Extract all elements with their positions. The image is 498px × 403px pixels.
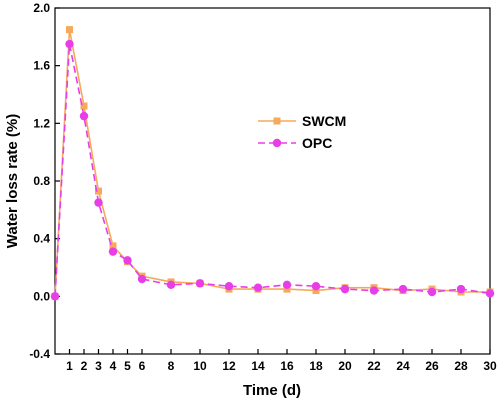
data-point: [95, 187, 102, 195]
x-tick-label: 10: [193, 359, 207, 373]
x-tick-label: 20: [338, 359, 352, 373]
data-point: [283, 285, 291, 293]
x-tick-label: 4: [110, 359, 117, 373]
data-point: [195, 279, 205, 288]
data-point: [66, 26, 73, 34]
x-tick-label: 12: [222, 359, 236, 373]
data-point: [485, 289, 495, 298]
x-tick-label: 16: [280, 359, 294, 373]
legend-label: SWCM: [302, 113, 346, 129]
data-point: [369, 286, 379, 295]
x-tick-label: 26: [425, 359, 439, 373]
x-tick-label: 18: [309, 359, 323, 373]
x-axis-title: Time (d): [243, 382, 301, 399]
y-tick-label: 0.0: [33, 289, 50, 303]
data-point: [456, 284, 466, 294]
data-point: [282, 280, 292, 289]
data-point: [312, 287, 320, 295]
data-point: [224, 282, 234, 291]
data-point: [123, 256, 132, 265]
y-tick-label: -0.4: [29, 347, 50, 361]
legend: SWCM OPC: [258, 113, 346, 151]
data-point: [80, 102, 88, 110]
y-tick-label: 1.6: [33, 59, 50, 73]
series-line: [54, 43, 491, 297]
x-tick-label: 6: [139, 359, 146, 373]
data-point: [311, 282, 321, 291]
legend-marker: [272, 138, 282, 148]
data-point: [79, 111, 89, 121]
x-tick-label: 8: [168, 359, 175, 373]
data-point: [50, 292, 60, 301]
legend-marker: [273, 117, 281, 125]
y-tick-label: 0.4: [33, 232, 50, 246]
x-tick-label: 24: [396, 359, 410, 373]
x-tick-label: 3: [95, 359, 102, 373]
data-point: [94, 198, 103, 207]
y-tick-label: 1.2: [33, 116, 50, 130]
axis-ticks: -0.40.00.40.81.21.62.01 2 3 4 5 6 8 10 12 14 16 18 2…: [29, 1, 497, 373]
data-point: [427, 287, 437, 297]
series-opc: [50, 39, 495, 301]
x-tick-label: 14: [251, 359, 265, 373]
data-point: [166, 280, 176, 289]
x-tick-label: 22: [367, 359, 381, 373]
data-point: [398, 284, 408, 294]
data-point: [109, 242, 117, 250]
x-tick-label: 30: [483, 359, 497, 373]
y-tick-label: 2.0: [33, 1, 50, 15]
plot-frame: [54, 7, 491, 355]
data-point: [253, 283, 263, 292]
data-point: [340, 284, 350, 294]
x-tick-label: 1: [66, 359, 73, 373]
x-tick-label: 2: [81, 359, 88, 373]
data-point: [108, 247, 118, 256]
x-tick-label: 28: [454, 359, 468, 373]
series-swcm: [51, 26, 494, 300]
data-point: [137, 274, 147, 284]
x-tick-label: 5: [124, 359, 131, 373]
legend-label: OPC: [302, 135, 332, 151]
series-layer: [50, 26, 495, 301]
data-point: [65, 39, 74, 49]
y-tick-label: 0.8: [33, 174, 50, 188]
y-axis-title: Water loss rate (%): [4, 114, 21, 248]
